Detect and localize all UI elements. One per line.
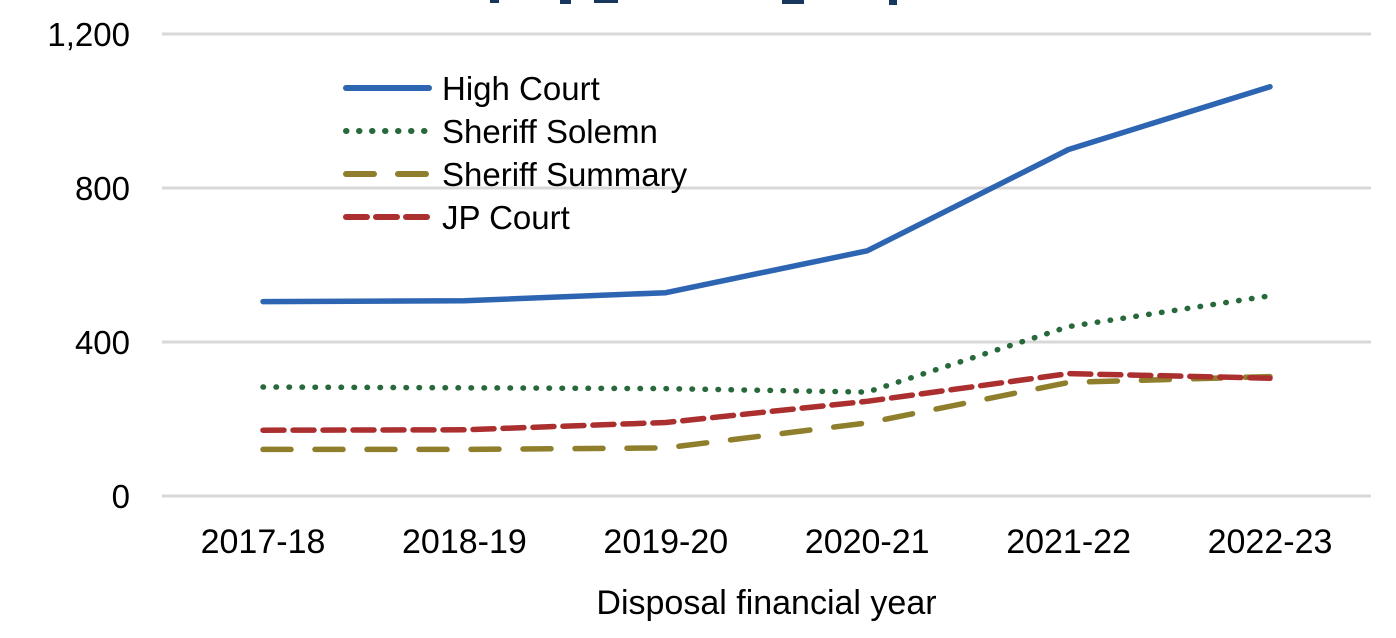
y-tick-label: 1,200	[47, 16, 130, 53]
cropped-title-fragment	[490, 0, 499, 3]
x-tick-label: 2019-20	[603, 523, 728, 561]
series-line-sheriff-summary	[260, 373, 1273, 453]
x-tick-label: 2021-22	[1006, 523, 1131, 561]
cropped-title-fragment	[560, 0, 571, 4]
legend-item-sheriff-summary: Sheriff Summary	[343, 156, 688, 193]
legend-label: Sheriff Summary	[442, 156, 688, 193]
y-axis-tick-labels: 0 400 800 1,200	[47, 16, 130, 515]
x-tick-label: 2022-23	[1208, 523, 1333, 561]
series-line-high-court	[260, 83, 1273, 305]
y-tick-label: 800	[75, 170, 130, 207]
cropped-title-fragment	[782, 0, 804, 4]
series-lines	[260, 83, 1273, 453]
legend-item-jp-court: JP Court	[343, 199, 570, 236]
series-line-sheriff-solemn	[260, 293, 1273, 395]
x-tick-label: 2018-19	[402, 523, 527, 561]
x-axis-title: Disposal financial year	[596, 584, 937, 622]
legend-label: High Court	[442, 70, 600, 107]
legend-item-high-court: High Court	[343, 70, 600, 107]
x-tick-label: 2020-21	[805, 523, 930, 561]
legend-label: JP Court	[442, 199, 570, 236]
legend-item-sheriff-solemn: Sheriff Solemn	[343, 113, 658, 150]
series-line-jp-court	[260, 370, 1273, 433]
x-tick-label: 2017-18	[201, 523, 326, 561]
y-tick-label: 0	[112, 478, 130, 515]
legend: High Court Sheriff Solemn Sheriff Summary J…	[343, 70, 688, 236]
cropped-title-fragment	[594, 0, 618, 3]
cropped-title-fragment	[889, 0, 897, 5]
gridlines	[162, 32, 1371, 498]
y-tick-label: 400	[75, 324, 130, 361]
legend-label: Sheriff Solemn	[442, 113, 658, 150]
x-axis-tick-labels: 2017-18 2018-19 2019-20 2020-21 2021-22 2022-…	[201, 523, 1333, 561]
